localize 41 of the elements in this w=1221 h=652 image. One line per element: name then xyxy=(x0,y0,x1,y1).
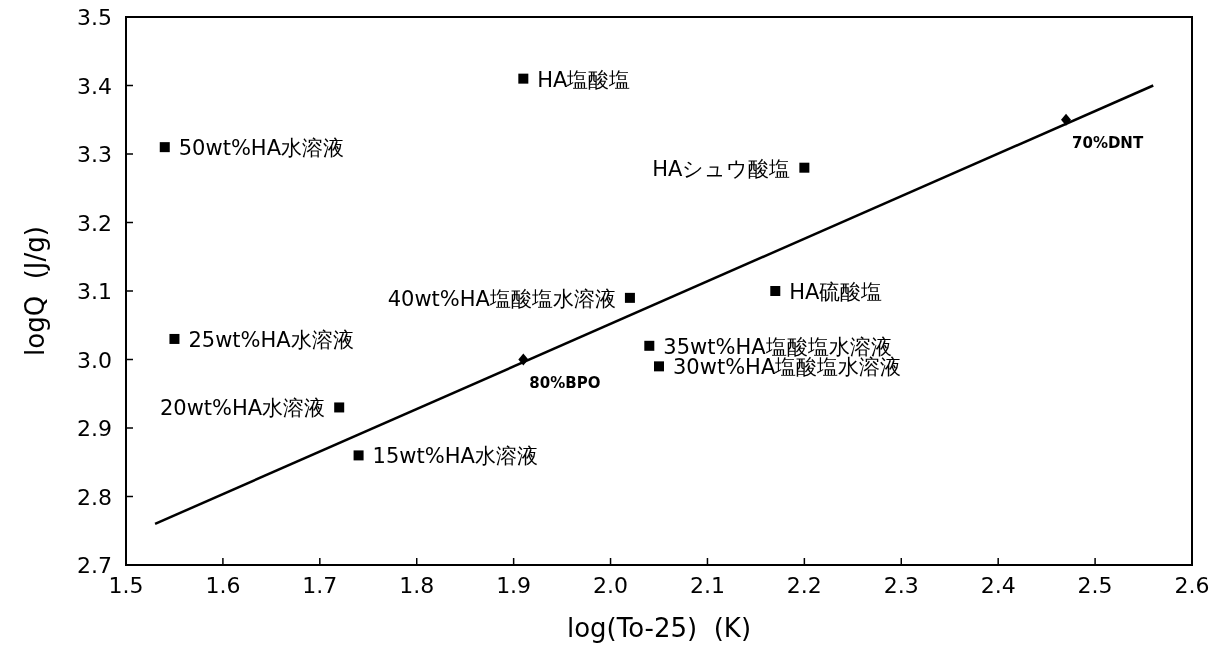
y-tick-label: 3.0 xyxy=(77,347,112,373)
x-tick-label: 1.8 xyxy=(399,573,435,598)
x-tick-label: 1.7 xyxy=(302,573,338,598)
x-tick-label: 1.9 xyxy=(496,573,532,598)
point xyxy=(159,142,170,153)
x-tick-label: 2.3 xyxy=(883,573,919,598)
point xyxy=(644,340,655,351)
x-tick-label: 2.1 xyxy=(689,573,725,598)
x-tick-label: 1.6 xyxy=(205,573,241,598)
x-tick-label: 2.5 xyxy=(1077,573,1113,598)
y-tick-label: 2.8 xyxy=(77,484,112,510)
y-tick-label: 3.3 xyxy=(77,142,112,167)
y-axis-title: logQ (J/g) xyxy=(20,226,50,356)
y-tick-label: 2.9 xyxy=(77,416,112,441)
x-tick-label: 2.6 xyxy=(1174,573,1210,598)
annotation: 15wt%HA水溶液 xyxy=(372,444,538,469)
annotation: 70%DNT xyxy=(1072,133,1144,152)
annotation: 50wt%HA水溶液 xyxy=(178,136,345,161)
x-axis-title: log(To-25) (K) xyxy=(566,613,752,643)
x-tick-label: 2.4 xyxy=(980,573,1016,598)
point xyxy=(799,162,810,173)
x-tick-label: 2.2 xyxy=(786,573,822,598)
point xyxy=(770,286,781,296)
y-tick-label: 3.1 xyxy=(77,279,112,304)
y-tick-label: 3.5 xyxy=(77,5,112,30)
annotation: 40wt%HA塩酸塩水溶液 xyxy=(387,286,616,311)
point xyxy=(169,333,180,344)
annotation: HA硫酸塩 xyxy=(789,280,883,304)
point xyxy=(654,361,664,372)
y-tick-label: 3.2 xyxy=(77,210,112,236)
point xyxy=(518,73,529,84)
annotation: HA塩酸塩 xyxy=(537,67,631,92)
annotation: HAシュウ酸塩 xyxy=(652,156,791,181)
annotation: 80%BPO xyxy=(529,373,601,392)
point xyxy=(624,292,635,303)
y-tick-label: 3.4 xyxy=(77,73,112,99)
x-tick-label: 2.0 xyxy=(593,573,629,598)
point xyxy=(353,450,364,461)
annotation: 20wt%HA水溶液 xyxy=(159,396,326,421)
point xyxy=(334,402,345,413)
annotation: 25wt%HA水溶液 xyxy=(188,327,354,352)
